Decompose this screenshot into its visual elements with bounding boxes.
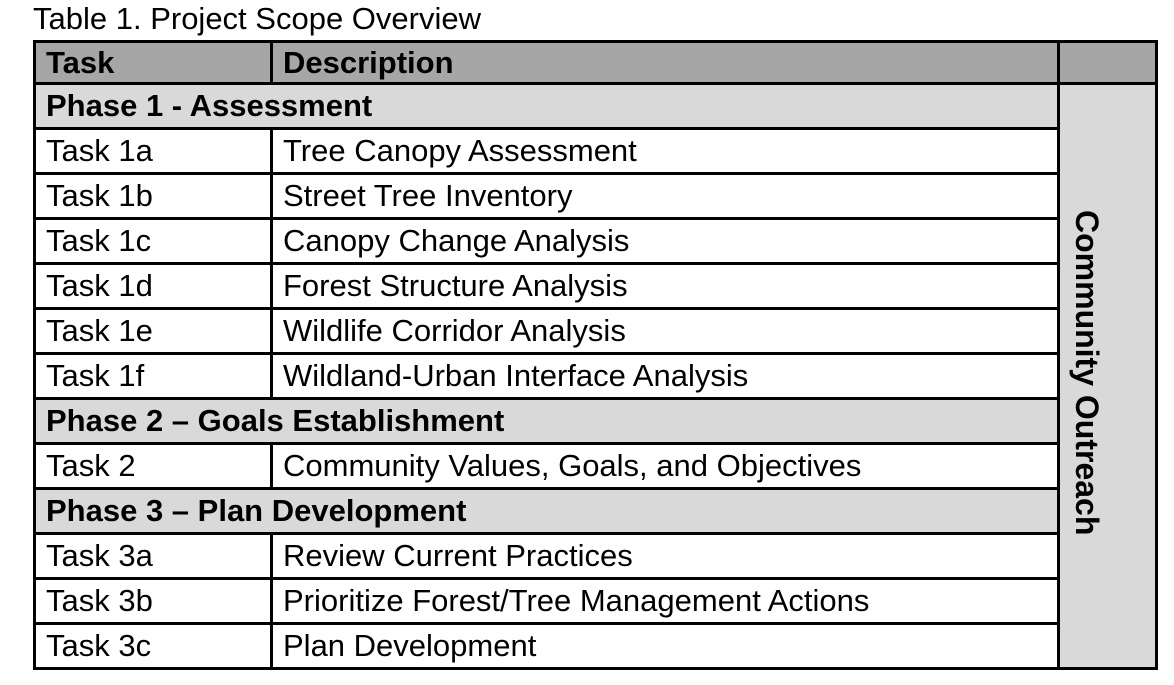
- phase-row: Phase 3 – Plan Development: [33, 487, 1157, 535]
- task-cell: Task 3c: [33, 622, 273, 670]
- description-cell: Street Tree Inventory: [270, 172, 1060, 220]
- description-cell: Review Current Practices: [270, 532, 1060, 580]
- description-cell: Tree Canopy Assessment: [270, 127, 1060, 175]
- task-cell: Task 1e: [33, 307, 273, 355]
- task-cell: Task 2: [33, 442, 273, 490]
- task-row: Task 1b Street Tree Inventory: [33, 172, 1157, 220]
- description-column-header: Description: [270, 40, 1060, 85]
- project-scope-table: Task Description Phase 1 - Assessment Com…: [33, 40, 1158, 670]
- task-row: Task 1c Canopy Change Analysis: [33, 217, 1157, 265]
- phase-label-cell: Phase 3 – Plan Development: [33, 487, 1060, 535]
- task-cell: Task 1f: [33, 352, 273, 400]
- task-column-header: Task: [33, 40, 273, 85]
- phase-label-cell: Phase 1 - Assessment: [33, 82, 1060, 130]
- task-row: Task 2 Community Values, Goals, and Objec…: [33, 442, 1157, 490]
- description-cell: Canopy Change Analysis: [270, 217, 1060, 265]
- description-cell: Wildland-Urban Interface Analysis: [270, 352, 1060, 400]
- description-cell: Prioritize Forest/Tree Management Action…: [270, 577, 1060, 625]
- description-cell: Plan Development: [270, 622, 1060, 670]
- phase-row: Phase 2 – Goals Establishment: [33, 397, 1157, 445]
- description-cell: Community Values, Goals, and Objectives: [270, 442, 1060, 490]
- phase-row: Phase 1 - Assessment Community Outreach: [33, 82, 1158, 670]
- task-cell: Task 3a: [33, 532, 273, 580]
- task-row: Task 1e Wildlife Corridor Analysis: [33, 307, 1157, 355]
- outreach-column-header-empty: [1057, 40, 1158, 85]
- community-outreach-label: Community Outreach: [1069, 209, 1105, 536]
- task-row: Task 1d Forest Structure Analysis: [33, 262, 1157, 310]
- header-row: Task Description: [33, 40, 1158, 85]
- task-cell: Task 1d: [33, 262, 273, 310]
- task-row: Task 3a Review Current Practices: [33, 532, 1157, 580]
- task-row: Task 3b Prioritize Forest/Tree Management…: [33, 577, 1157, 625]
- table-caption: Table 1. Project Scope Overview: [33, 1, 481, 36]
- task-cell: Task 1c: [33, 217, 273, 265]
- task-row: Task 1f Wildland-Urban Interface Analysis: [33, 352, 1157, 400]
- task-cell: Task 1a: [33, 127, 273, 175]
- phase-label-cell: Phase 2 – Goals Establishment: [33, 397, 1060, 445]
- task-row: Task 1a Tree Canopy Assessment: [33, 127, 1157, 175]
- community-outreach-cell: Community Outreach: [1057, 82, 1158, 670]
- task-row: Task 3c Plan Development: [33, 622, 1157, 670]
- task-cell: Task 1b: [33, 172, 273, 220]
- description-cell: Forest Structure Analysis: [270, 262, 1060, 310]
- task-cell: Task 3b: [33, 577, 273, 625]
- scope-table-body: Phase 1 - Assessment Community Outreach Ta…: [33, 82, 1158, 670]
- description-cell: Wildlife Corridor Analysis: [270, 307, 1060, 355]
